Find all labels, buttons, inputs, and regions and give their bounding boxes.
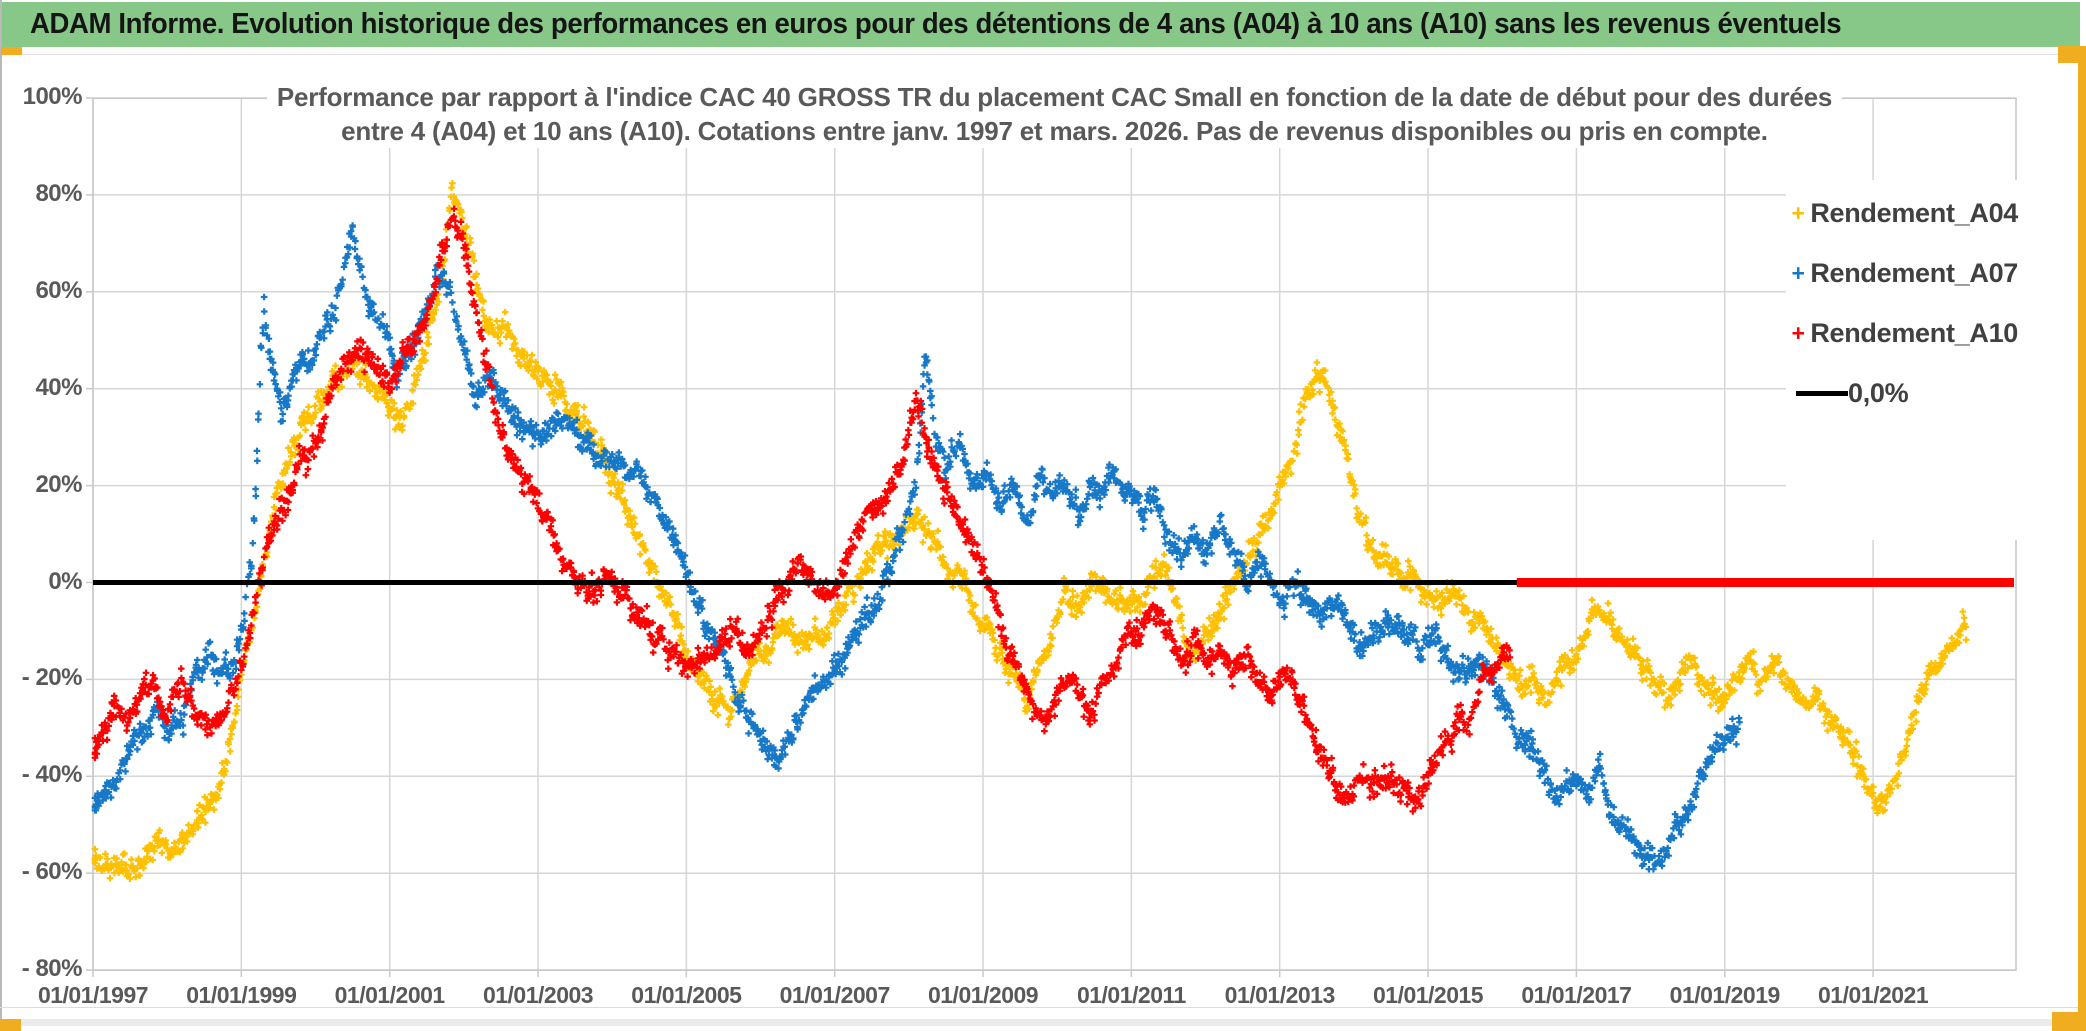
x-axis-label: 01/01/2007	[779, 982, 891, 1008]
x-axis-label: 01/01/2009	[927, 982, 1039, 1008]
y-axis-label: 80%	[35, 179, 82, 207]
bottom-cell-strip	[21, 1019, 2052, 1026]
series-Rendement_A07	[91, 222, 1743, 873]
top-cell-strip	[2, 47, 2078, 55]
x-axis-label: 01/01/2013	[1224, 982, 1336, 1008]
y-axis-label: 100%	[22, 83, 83, 110]
chart-title-line2: entre 4 (A04) et 10 ans (A10). Cotations…	[331, 114, 1778, 148]
y-axis-label: 0%	[48, 567, 82, 595]
x-axis-label: 01/01/2015	[1372, 982, 1484, 1008]
y-axis-label: - 60%	[21, 858, 83, 886]
x-axis-label: 01/01/2017	[1521, 982, 1632, 1008]
window-left-border	[0, 0, 2, 1031]
legend-item-zero-line[interactable]: 0,0%	[1786, 376, 2018, 410]
gold-accent-top-left	[1, 47, 22, 55]
y-axis-label: 20%	[35, 470, 82, 498]
bottom-rule	[0, 1007, 2078, 1008]
x-axis-label: 01/01/2019	[1669, 982, 1781, 1008]
chart-title-line1: Performance par rapport à l'indice CAC 4…	[266, 80, 1843, 114]
x-axis-label: 01/01/1997	[37, 982, 149, 1008]
legend-item-a07[interactable]: + Rendement_A07	[1786, 256, 2018, 290]
legend-label: Rendement_A07	[1810, 257, 2018, 288]
gold-accent-bottom-right	[2052, 1012, 2086, 1031]
y-axis-label: - 80%	[21, 955, 83, 983]
plus-marker-icon: +	[1791, 200, 1805, 226]
y-axis-label: - 40%	[21, 761, 83, 789]
black-line-icon	[1796, 390, 1848, 396]
chart-legend[interactable]: + Rendement_A04 + Rendement_A07 + Rendem…	[1786, 180, 2018, 540]
legend-item-a10[interactable]: + Rendement_A10	[1786, 316, 2018, 350]
legend-label: Rendement_A04	[1810, 197, 2018, 228]
plot-border	[92, 97, 2017, 971]
y-axis-label: - 20%	[21, 664, 83, 692]
legend-label: Rendement_A10	[1810, 317, 2018, 348]
series-Rendement_A04	[91, 179, 1970, 882]
x-axis-label: 01/01/2005	[631, 982, 742, 1008]
x-axis-label: 01/01/2021	[1818, 982, 1929, 1008]
legend-label: 0,0%	[1848, 377, 1909, 408]
x-axis-label: 01/01/2003	[482, 982, 594, 1008]
gold-accent-right-strip	[2078, 47, 2086, 1031]
legend-item-a04[interactable]: + Rendement_A04	[1786, 196, 2018, 230]
x-axis-label: 01/01/2011	[1076, 982, 1186, 1008]
y-axis-label: 60%	[35, 276, 82, 304]
page-title: ADAM Informe. Evolution historique des p…	[30, 8, 1842, 40]
x-axis-label: 01/01/2001	[334, 982, 446, 1008]
title-banner: ADAM Informe. Evolution historique des p…	[2, 2, 2080, 47]
x-axis-label: 01/01/1999	[186, 982, 297, 1008]
plus-marker-icon: +	[1791, 260, 1805, 286]
chart-title: Performance par rapport à l'indice CAC 4…	[93, 80, 2016, 148]
plus-marker-icon: +	[1791, 320, 1805, 346]
y-axis-label: 40%	[35, 373, 82, 401]
gold-accent-bottom-left	[0, 1019, 21, 1031]
